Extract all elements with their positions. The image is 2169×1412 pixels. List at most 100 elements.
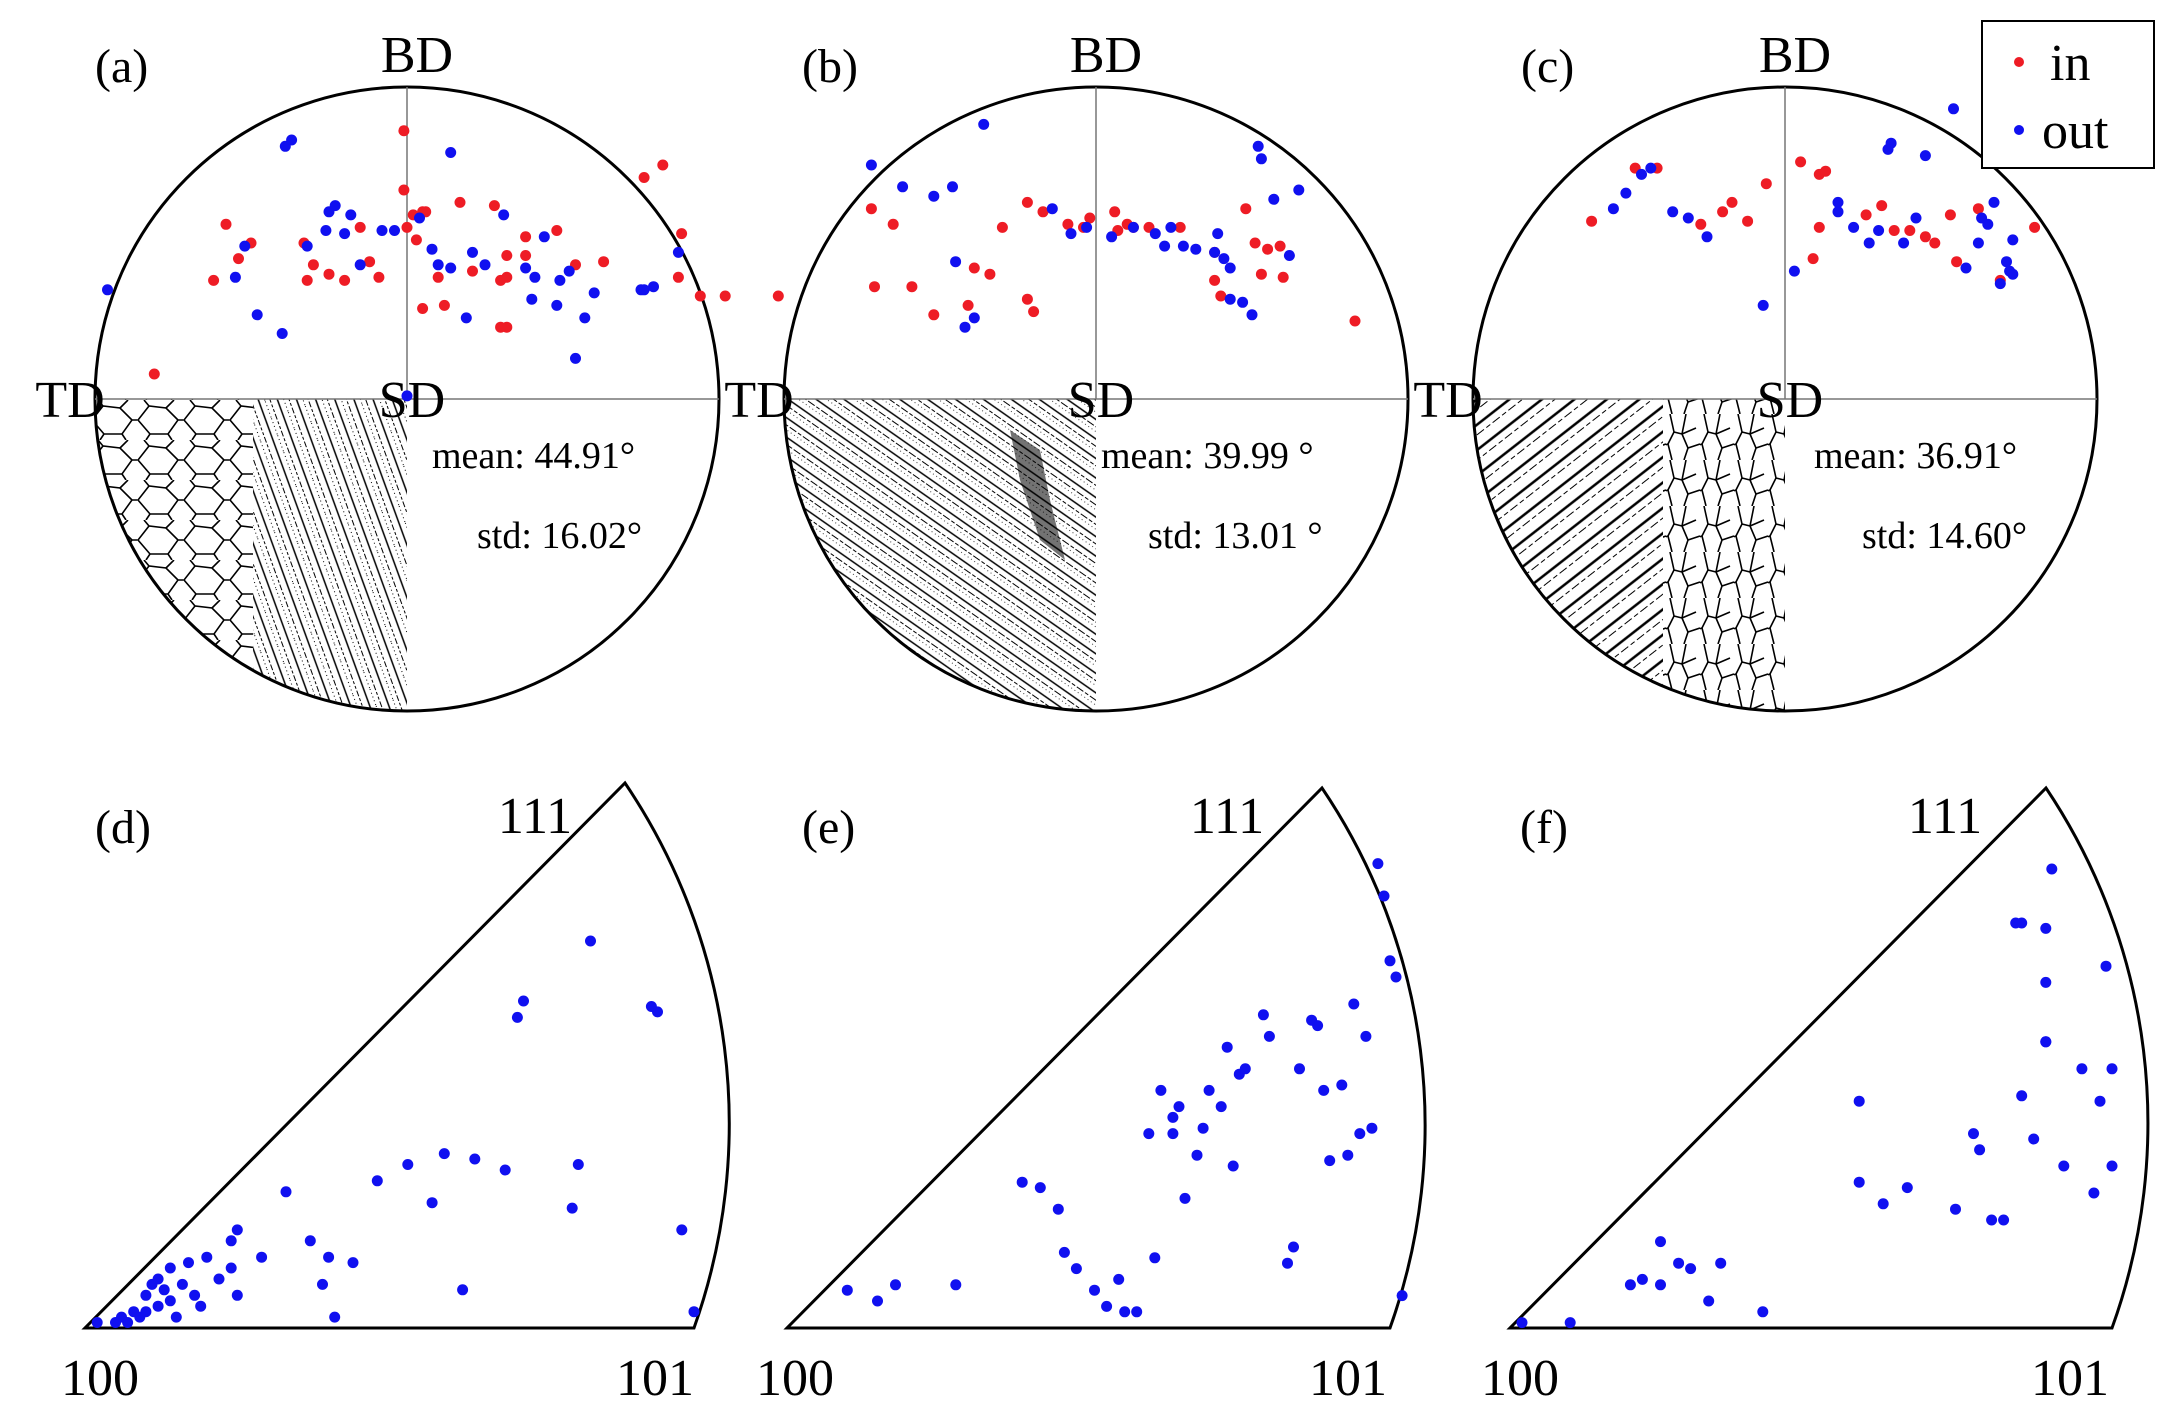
- corner-label-111: 111: [1908, 788, 1982, 845]
- data-point-out: [520, 262, 532, 274]
- data-point-in: [488, 200, 500, 212]
- data-point-out: [183, 1257, 194, 1269]
- data-point-out: [1288, 1241, 1299, 1253]
- data-point-out: [445, 147, 457, 158]
- data-point-out: [1149, 1252, 1161, 1264]
- data-point-out: [1832, 206, 1844, 218]
- data-point-out: [1636, 1273, 1648, 1285]
- data-point-in: [1262, 243, 1274, 255]
- bd-label: BD: [1070, 27, 1142, 84]
- data-point-out: [1016, 1176, 1028, 1188]
- data-point-out: [467, 246, 478, 258]
- data-point-out: [170, 1311, 182, 1323]
- data-point-in: [869, 281, 880, 293]
- data-point-out: [1101, 1300, 1113, 1312]
- data-point-out: [1354, 1128, 1366, 1140]
- data-point-out: [122, 1317, 134, 1328]
- data-point-out: [1227, 1160, 1239, 1172]
- data-point-out: [320, 225, 332, 236]
- mean-label: mean: 39.99 °: [1101, 435, 1314, 477]
- data-point-out: [978, 118, 990, 130]
- std-label: std: 13.01 °: [1148, 515, 1323, 557]
- data-point-out: [579, 312, 591, 324]
- data-point-out: [1190, 243, 1202, 255]
- pole-figure-b: (b) BD TD SD mean: 39.99 ° std: 13.01 °: [724, 27, 1410, 713]
- data-point-out: [1701, 231, 1713, 243]
- data-point-out: [1255, 153, 1267, 165]
- corner-label-100: 100: [756, 1350, 834, 1407]
- points-layer: [1516, 863, 2118, 1329]
- data-point-out: [1673, 1257, 1685, 1269]
- data-point-in: [323, 268, 335, 280]
- legend-label-in: in: [2050, 35, 2090, 92]
- data-point-out: [276, 328, 288, 339]
- data-point-in: [438, 299, 450, 311]
- data-point-out: [638, 284, 650, 296]
- data-point-out: [897, 181, 909, 193]
- data-point-in: [1586, 215, 1598, 227]
- data-point-out: [538, 231, 550, 243]
- data-point-out: [1620, 187, 1632, 199]
- corner-label-100: 100: [61, 1350, 139, 1407]
- legend-label-out: out: [2042, 103, 2109, 160]
- data-point-out: [1853, 1176, 1865, 1188]
- data-point-out: [1052, 1203, 1064, 1215]
- std-label: std: 16.02°: [477, 515, 642, 557]
- data-point-out: [1636, 168, 1647, 180]
- data-point-out: [201, 1251, 213, 1263]
- data-point-out: [1209, 246, 1221, 258]
- data-point-out: [1982, 218, 1994, 230]
- mean-label: mean: 44.91°: [432, 435, 635, 477]
- data-point-out: [1065, 228, 1077, 240]
- corner-label-100: 100: [1481, 1350, 1559, 1407]
- data-point-out: [304, 1235, 316, 1247]
- data-point-out: [1703, 1295, 1715, 1307]
- data-point-out: [2106, 1160, 2118, 1172]
- data-point-in: [354, 221, 366, 233]
- data-point-out: [2100, 960, 2112, 972]
- data-point-out: [286, 134, 298, 146]
- data-point-out: [1950, 1203, 1961, 1215]
- data-point-out: [1624, 1279, 1636, 1291]
- data-point-out: [1960, 262, 1972, 274]
- bd-label: BD: [1759, 27, 1831, 84]
- data-point-in: [307, 259, 319, 271]
- data-point-in: [1277, 271, 1289, 283]
- data-point-in: [233, 253, 244, 265]
- data-point-out: [950, 256, 962, 268]
- data-point-in: [501, 271, 513, 283]
- data-point-out: [1873, 225, 1885, 236]
- data-point-out: [1167, 1128, 1179, 1140]
- data-point-out: [1312, 1020, 1324, 1032]
- data-point-in: [1174, 221, 1186, 233]
- data-point-out: [280, 1186, 292, 1198]
- data-point-out: [1165, 221, 1177, 233]
- data-point-out: [1988, 196, 2000, 208]
- sd-label: SD: [1068, 372, 1134, 429]
- data-point-out: [1994, 278, 2006, 290]
- data-point-out: [231, 1289, 243, 1301]
- data-point-in: [928, 309, 940, 321]
- data-point-out: [1372, 858, 1384, 870]
- data-point-out: [498, 209, 510, 221]
- data-point-out: [1863, 237, 1875, 249]
- data-point-in: [1274, 240, 1286, 252]
- data-point-in: [1888, 225, 1900, 236]
- data-point-out: [1149, 228, 1161, 240]
- data-point-out: [2040, 976, 2052, 988]
- data-point-in: [1717, 206, 1729, 218]
- data-point-out: [426, 243, 438, 255]
- data-point-in: [1860, 209, 1872, 221]
- legend-box: [1981, 20, 2155, 169]
- data-point-out: [432, 259, 444, 271]
- data-point-in: [301, 274, 313, 286]
- data-point-out: [376, 225, 388, 236]
- data-point-out: [1972, 237, 1984, 249]
- sd-label: SD: [379, 372, 445, 429]
- data-point-out: [329, 200, 341, 212]
- data-point-out: [2088, 1187, 2100, 1199]
- panel-label: (d): [95, 801, 151, 854]
- data-point-in: [1349, 315, 1361, 327]
- data-point-out: [950, 1279, 962, 1291]
- td-label: TD: [724, 372, 793, 429]
